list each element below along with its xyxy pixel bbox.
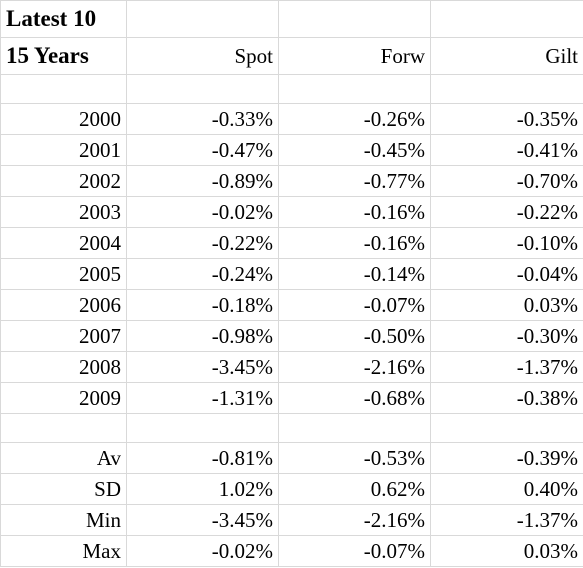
table-row: 2000 -0.33% -0.26% -0.35% — [0, 103, 583, 135]
title-row: Latest 10 — [0, 0, 583, 38]
cell-empty[interactable] — [278, 0, 431, 38]
cell-spot[interactable]: -3.45% — [126, 504, 279, 536]
cell-spot[interactable]: -0.22% — [126, 227, 279, 259]
cell-empty[interactable] — [0, 413, 127, 443]
cell-empty[interactable] — [0, 74, 127, 104]
cell-gilt[interactable]: -0.70% — [430, 165, 583, 197]
cell-empty[interactable] — [430, 74, 583, 104]
cell-spot[interactable]: 1.02% — [126, 473, 279, 505]
table-row: 2007 -0.98% -0.50% -0.30% — [0, 320, 583, 352]
row-label[interactable]: 2009 — [0, 382, 127, 414]
cell-empty[interactable] — [430, 0, 583, 38]
cell-gilt[interactable]: -0.38% — [430, 382, 583, 414]
cell-spot[interactable]: -0.47% — [126, 134, 279, 166]
cell-gilt[interactable]: -1.37% — [430, 351, 583, 383]
cell-gilt[interactable]: 0.03% — [430, 535, 583, 567]
cell-forw[interactable]: -0.45% — [278, 134, 431, 166]
stat-label-average[interactable]: Av — [0, 442, 127, 474]
cell-empty[interactable] — [278, 413, 431, 443]
stats-row: Max -0.02% -0.07% 0.03% — [0, 535, 583, 567]
row-label[interactable]: 2005 — [0, 258, 127, 290]
cell-spot[interactable]: -1.31% — [126, 382, 279, 414]
cell-gilt[interactable]: -0.39% — [430, 442, 583, 474]
cell-forw[interactable]: -0.50% — [278, 320, 431, 352]
cell-forw[interactable]: -2.16% — [278, 504, 431, 536]
cell-forw[interactable]: -0.16% — [278, 196, 431, 228]
cell-gilt[interactable]: 0.40% — [430, 473, 583, 505]
stats-row: Min -3.45% -2.16% -1.37% — [0, 504, 583, 536]
cell-forw[interactable]: -0.07% — [278, 289, 431, 321]
cell-title-line2[interactable]: 15 Years — [0, 37, 127, 75]
stat-label-sd[interactable]: SD — [0, 473, 127, 505]
stat-label-min[interactable]: Min — [0, 504, 127, 536]
cell-empty[interactable] — [126, 413, 279, 443]
cell-forw[interactable]: -0.16% — [278, 227, 431, 259]
cell-forw[interactable]: -0.26% — [278, 103, 431, 135]
header-gilt[interactable]: Gilt — [430, 37, 583, 75]
header-forw[interactable]: Forw — [278, 37, 431, 75]
table-row: 2008 -3.45% -2.16% -1.37% — [0, 351, 583, 383]
cell-forw[interactable]: -0.68% — [278, 382, 431, 414]
cell-empty[interactable] — [126, 74, 279, 104]
stats-row: Av -0.81% -0.53% -0.39% — [0, 442, 583, 474]
table-row: 2005 -0.24% -0.14% -0.04% — [0, 258, 583, 290]
table-row: 2004 -0.22% -0.16% -0.10% — [0, 227, 583, 259]
cell-forw[interactable]: 0.62% — [278, 473, 431, 505]
cell-gilt[interactable]: -0.41% — [430, 134, 583, 166]
cell-gilt[interactable]: -0.30% — [430, 320, 583, 352]
cell-spot[interactable]: -0.33% — [126, 103, 279, 135]
cell-title-line1[interactable]: Latest 10 — [0, 0, 127, 38]
cell-forw[interactable]: -0.14% — [278, 258, 431, 290]
table-row: 2001 -0.47% -0.45% -0.41% — [0, 134, 583, 166]
cell-gilt[interactable]: -0.35% — [430, 103, 583, 135]
cell-spot[interactable]: -0.02% — [126, 535, 279, 567]
cell-empty[interactable] — [126, 0, 279, 38]
blank-row — [0, 413, 583, 443]
table-row: 2003 -0.02% -0.16% -0.22% — [0, 196, 583, 228]
row-label[interactable]: 2007 — [0, 320, 127, 352]
stat-label-max[interactable]: Max — [0, 535, 127, 567]
cell-spot[interactable]: -0.24% — [126, 258, 279, 290]
row-label[interactable]: 2000 — [0, 103, 127, 135]
cell-forw[interactable]: -2.16% — [278, 351, 431, 383]
cell-spot[interactable]: -3.45% — [126, 351, 279, 383]
table-row: 2002 -0.89% -0.77% -0.70% — [0, 165, 583, 197]
cell-gilt[interactable]: 0.03% — [430, 289, 583, 321]
header-row: 15 Years Spot Forw Gilt — [0, 37, 583, 75]
row-label[interactable]: 2002 — [0, 165, 127, 197]
cell-forw[interactable]: -0.77% — [278, 165, 431, 197]
table-row: 2009 -1.31% -0.68% -0.38% — [0, 382, 583, 414]
cell-forw[interactable]: -0.53% — [278, 442, 431, 474]
cell-gilt[interactable]: -0.22% — [430, 196, 583, 228]
cell-gilt[interactable]: -0.10% — [430, 227, 583, 259]
cell-spot[interactable]: -0.02% — [126, 196, 279, 228]
cell-forw[interactable]: -0.07% — [278, 535, 431, 567]
row-label[interactable]: 2004 — [0, 227, 127, 259]
row-label[interactable]: 2006 — [0, 289, 127, 321]
cell-spot[interactable]: -0.98% — [126, 320, 279, 352]
cell-spot[interactable]: -0.89% — [126, 165, 279, 197]
stats-row: SD 1.02% 0.62% 0.40% — [0, 473, 583, 505]
cell-gilt[interactable]: -1.37% — [430, 504, 583, 536]
table-row: 2006 -0.18% -0.07% 0.03% — [0, 289, 583, 321]
cell-gilt[interactable]: -0.04% — [430, 258, 583, 290]
blank-row — [0, 74, 583, 104]
header-spot[interactable]: Spot — [126, 37, 279, 75]
row-label[interactable]: 2001 — [0, 134, 127, 166]
cell-spot[interactable]: -0.18% — [126, 289, 279, 321]
cell-empty[interactable] — [278, 74, 431, 104]
cell-spot[interactable]: -0.81% — [126, 442, 279, 474]
row-label[interactable]: 2003 — [0, 196, 127, 228]
row-label[interactable]: 2008 — [0, 351, 127, 383]
cell-empty[interactable] — [430, 413, 583, 443]
